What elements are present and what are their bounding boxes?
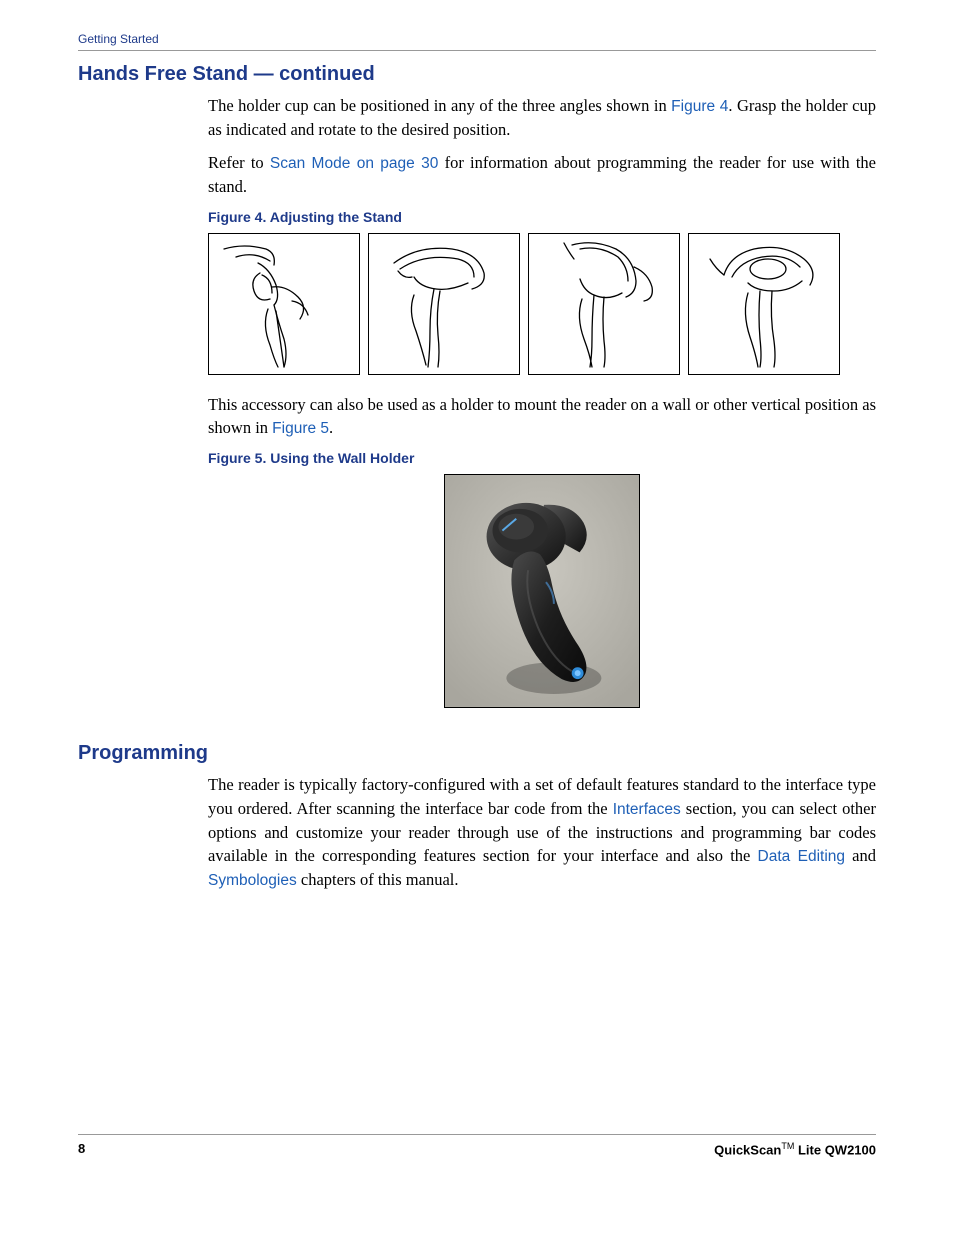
running-header: Getting Started [78, 32, 876, 46]
section-heading-hands-free: Hands Free Stand — continued [78, 63, 876, 86]
link-data-editing[interactable]: Data Editing [758, 848, 845, 865]
link-figure-5[interactable]: Figure 5 [272, 420, 329, 437]
text: . [329, 418, 333, 437]
page-footer: 8 QuickScanTM Lite QW2100 [78, 1134, 876, 1157]
stand-line-art-2-icon [374, 239, 514, 369]
stand-line-art-4-icon [694, 239, 834, 369]
trademark-symbol: TM [781, 1141, 794, 1151]
header-rule [78, 50, 876, 51]
figure-4-panel-4 [688, 233, 840, 375]
link-interfaces[interactable]: Interfaces [613, 801, 681, 818]
footer-rule [78, 1134, 876, 1135]
link-scan-mode[interactable]: Scan Mode on page 30 [270, 155, 439, 172]
figure-5-title: Figure 5. Using the Wall Holder [208, 450, 876, 466]
figure-4-panel-2 [368, 233, 520, 375]
figure-4-panel-1 [208, 233, 360, 375]
paragraph: This accessory can also be used as a hol… [208, 393, 876, 440]
wall-holder-photo-icon [445, 474, 639, 708]
text: chapters of this manual. [297, 870, 459, 889]
paragraph: Refer to Scan Mode on page 30 for inform… [208, 151, 876, 198]
link-symbologies[interactable]: Symbologies [208, 872, 297, 889]
link-figure-4[interactable]: Figure 4 [671, 98, 728, 115]
text: and [845, 846, 876, 865]
text: The holder cup can be positioned in any … [208, 96, 671, 115]
stand-line-art-3-icon [534, 239, 674, 369]
figure-4-panel-3 [528, 233, 680, 375]
page-number: 8 [78, 1141, 85, 1157]
figure-4-panels [208, 233, 876, 375]
figure-5-image [444, 474, 640, 708]
product-text-b: Lite QW2100 [794, 1142, 876, 1157]
figure-5-container [208, 474, 876, 708]
paragraph: The reader is typically factory-configur… [208, 773, 876, 892]
figure-4-title: Figure 4. Adjusting the Stand [208, 209, 876, 225]
product-name: QuickScanTM Lite QW2100 [714, 1141, 876, 1157]
text: Refer to [208, 153, 270, 172]
paragraph: The holder cup can be positioned in any … [208, 94, 876, 141]
section-heading-programming: Programming [78, 742, 876, 765]
product-text-a: QuickScan [714, 1142, 781, 1157]
stand-line-art-1-icon [214, 239, 354, 369]
